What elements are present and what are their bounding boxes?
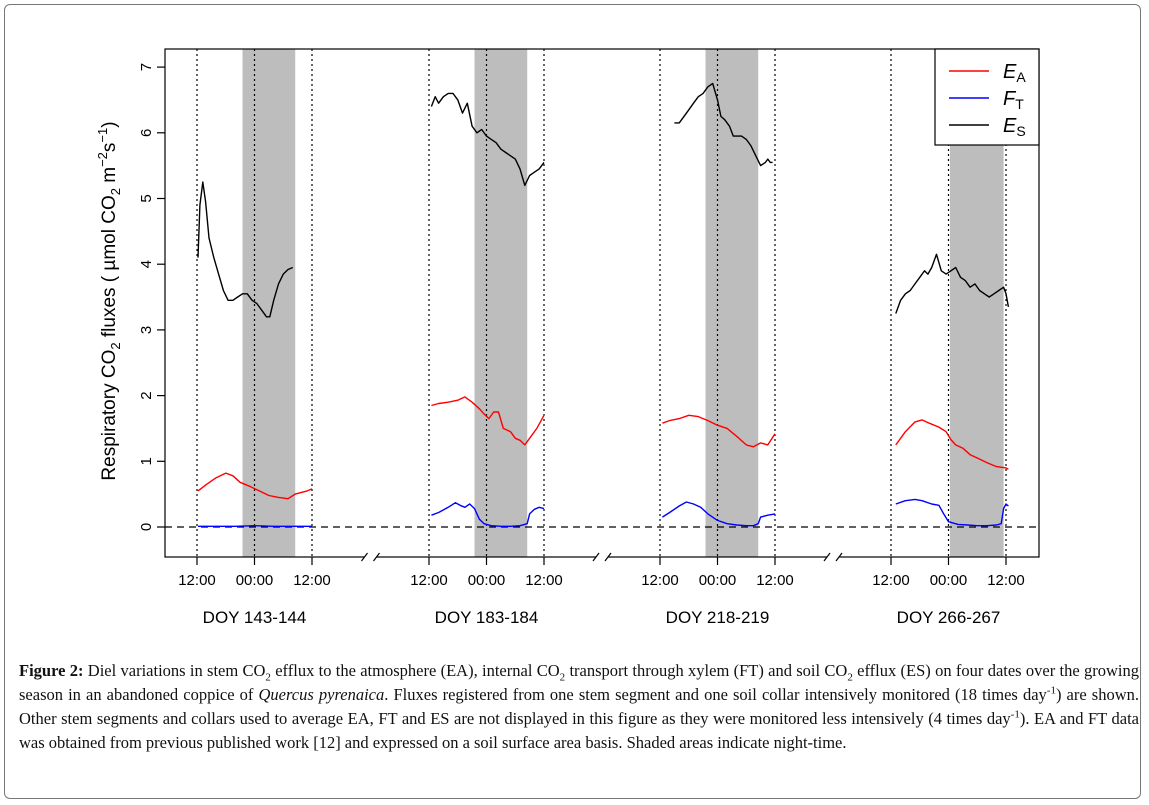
caption-segment: 2 [847,671,853,684]
x-tick-label: 00:00 [699,572,737,589]
legend-label-ES: ES [1003,115,1026,139]
caption-segment: Diel variations in stem CO [83,661,266,680]
figure-caption: Figure 2: Diel variations in stem CO2 ef… [19,659,1139,755]
panel-label: DOY 266-267 [897,608,1001,627]
caption-segment: . Fluxes registered from one stem segmen… [384,685,1047,704]
axis-break-gap [364,553,377,561]
axis-break-mark [604,552,612,562]
caption-segment: 2 [559,671,566,684]
y-tick-label: 7 [138,63,155,71]
y-axis-label-part: −2 [95,152,110,167]
y-axis-label-part: 2 [108,188,123,195]
series-FT-line [895,498,1009,527]
x-tick-label: 00:00 [930,572,968,589]
x-tick-label: 12:00 [293,572,331,589]
y-axis-label-part: m [99,167,120,188]
night-shading [474,49,528,557]
y-tick-label: 3 [138,326,155,334]
axis-break-mark [835,552,843,562]
series-ES-line [430,92,545,187]
y-axis-label-part: Respiratory CO [99,350,120,481]
x-tick-label: 12:00 [410,572,448,589]
series-EA-line [662,414,776,448]
legend-label-FT: FT [1003,88,1024,112]
night-shading [705,49,759,557]
caption-segment: ) are shown. Other stem segments and col… [19,685,1139,728]
caption-segment: efflux to the atmosphere (EA), internal … [270,661,560,680]
axis-break-mark [823,552,831,562]
x-tick-label: 12:00 [872,572,910,589]
y-tick-label: 2 [138,391,155,399]
caption-segment: Quercus pyrenaica [258,685,385,704]
x-tick-label: 12:00 [178,572,216,589]
series-EA-line [197,472,313,500]
caption-segment: efflux (ES) on four dates over the growi… [19,661,1139,704]
axis-break-gap [596,553,608,561]
series-FT-line [431,502,545,527]
legend-label-EA: EA [1003,61,1026,85]
caption-segment: 2 [265,671,271,684]
caption-text: Diel variations in stem CO2 efflux to th… [19,661,1139,752]
y-axis-label-part: s [99,143,120,153]
legend-label-main: E [1003,115,1017,137]
axis-break-mark [361,552,368,562]
y-axis-label: Respiratory CO2 fluxes ( µmol CO2 m−2s−1… [95,121,123,480]
caption-segment: ). EA and FT data was obtained from prev… [19,709,1139,752]
panel-label: DOY 183-184 [435,608,539,627]
legend-label-main: F [1003,88,1017,110]
caption-segment: -1 [1046,684,1056,697]
legend-label-sub: A [1016,69,1026,85]
x-tick-label: 12:00 [525,572,563,589]
axis-break-mark [373,552,380,562]
axis-break-gap [827,553,839,561]
plot-border [164,48,1040,558]
legend-box [934,48,1040,146]
legend-label-main: E [1003,61,1017,83]
legend-label-sub: T [1015,96,1024,112]
series-FT-line [662,501,776,527]
y-axis-label-part: −1 [95,128,110,143]
caption-segment: -1 [1010,708,1020,721]
y-tick-label: 5 [138,194,155,202]
y-axis-label-part: 2 [108,342,123,349]
night-shading [242,49,296,557]
panel-label: DOY 218-219 [666,608,770,627]
y-axis-label-part: fluxes ( µmol CO [99,195,120,342]
series-ES-line [674,82,773,167]
series-ES-line [197,181,294,318]
series-FT-line [198,525,312,527]
x-tick-label: 12:00 [641,572,679,589]
y-tick-label: 6 [138,129,155,137]
y-tick-label: 4 [138,260,155,268]
x-tick-label: 12:00 [756,572,794,589]
series-ES-line [895,253,1010,314]
x-tick-label: 00:00 [236,572,274,589]
x-tick-label: 12:00 [987,572,1025,589]
y-tick-label: 0 [138,523,155,531]
legend-label-sub: S [1016,123,1025,139]
x-tick-label: 00:00 [468,572,506,589]
series-EA-line [431,396,545,446]
series-EA-line [895,419,1009,470]
y-axis-label-part: ) [99,121,120,127]
caption-segment: transport through xylem (FT) and soil CO [565,661,848,680]
panel-label: DOY 143-144 [203,608,307,627]
caption-label: Figure 2: [19,661,84,680]
figure-frame: 0 1 2 3 4 5 6 7 Respiratory CO2 fluxes ( µmol CO… [4,4,1141,799]
y-tick-label: 1 [138,457,155,465]
axis-break-mark [592,552,600,562]
